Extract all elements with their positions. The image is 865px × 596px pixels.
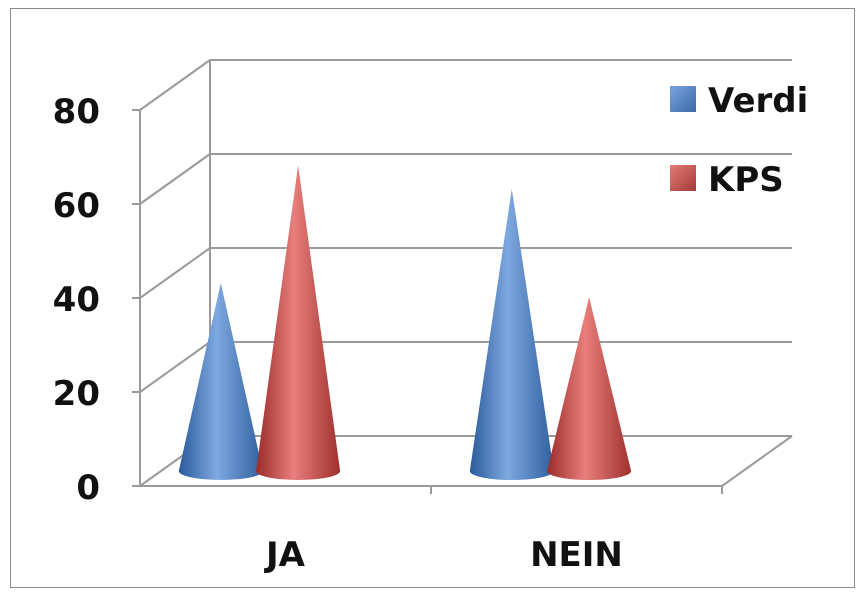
gridline-side <box>139 341 211 393</box>
x-category-label: JA <box>264 535 306 575</box>
legend: Verdi KPS <box>670 81 808 200</box>
gridline-side <box>139 59 211 111</box>
gridline-side <box>139 247 211 299</box>
y-tick-label: 40 <box>53 280 100 320</box>
legend-label-verdi: Verdi <box>708 81 808 121</box>
cone-body <box>469 189 554 480</box>
cone-kps-nein <box>547 297 632 480</box>
chart-frame <box>10 8 855 588</box>
legend-swatch-verdi <box>670 86 696 112</box>
y-tick-label: 60 <box>53 186 100 226</box>
legend-label-kps: KPS <box>708 160 784 200</box>
cone-body <box>256 165 341 480</box>
y-tick-label: 0 <box>76 468 100 508</box>
y-tick-label: 20 <box>53 374 100 414</box>
cone-body <box>547 297 632 480</box>
legend-swatch-kps <box>670 165 696 191</box>
cone-verdi-ja <box>178 283 263 480</box>
x-category-label: NEIN <box>530 535 623 575</box>
cone-kps-ja <box>256 165 341 480</box>
labels: 0 20 40 60 80 JA NEIN <box>53 92 623 575</box>
cones <box>178 165 632 480</box>
floor-edge <box>721 435 793 487</box>
cone-body <box>178 283 263 480</box>
cone-verdi-nein <box>469 189 554 480</box>
y-tick-label: 80 <box>53 92 100 132</box>
gridline-side <box>139 153 211 205</box>
